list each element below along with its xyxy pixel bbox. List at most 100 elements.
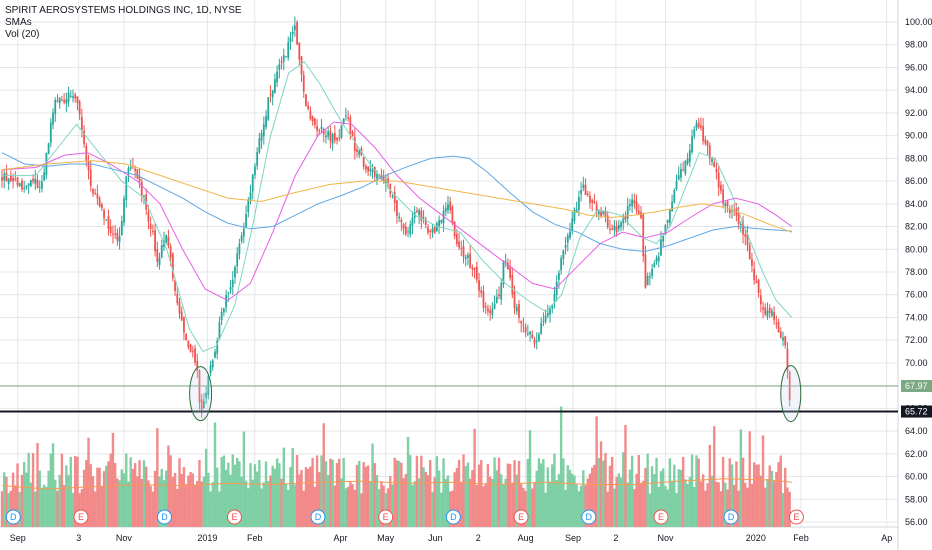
- candle-body: [98, 197, 101, 207]
- volume-bar: [495, 470, 498, 527]
- candle-body: [147, 212, 150, 222]
- low-highlight-ellipse[interactable]: [780, 365, 802, 423]
- candle-body: [262, 124, 265, 137]
- candle-body: [116, 232, 119, 241]
- volume-bar: [202, 476, 206, 527]
- candle-body: [300, 56, 303, 75]
- y-tick-label: 78.00: [905, 267, 928, 277]
- volume-bar: [477, 464, 481, 527]
- candle-body: [668, 209, 671, 223]
- volume-bar: [475, 484, 479, 527]
- candle-body: [267, 97, 270, 120]
- candle-body: [464, 256, 467, 259]
- sma-line-4[interactable]: [1, 160, 793, 233]
- event-marker-circle: [581, 509, 597, 525]
- y-tick-label: 76.00: [905, 290, 928, 300]
- candle-body: [176, 293, 179, 304]
- indicator-smas-label[interactable]: SMAs: [5, 17, 32, 28]
- y-tick-label: 98.00: [905, 40, 928, 50]
- candle-body: [664, 225, 667, 235]
- candle-body: [282, 55, 285, 62]
- volume-bar: [557, 474, 561, 527]
- volume-bar: [287, 489, 290, 527]
- x-tick-label: Feb: [247, 533, 263, 543]
- volume-bar: [724, 482, 727, 527]
- volume-bar: [20, 474, 24, 527]
- candle-body: [604, 210, 607, 218]
- volume-bar: [400, 462, 403, 527]
- volume-bar: [118, 480, 121, 527]
- candle-body: [191, 351, 194, 353]
- low-highlight-ellipse[interactable]: [189, 366, 213, 422]
- volume-bar: [255, 471, 259, 527]
- volume-bar: [40, 487, 44, 527]
- volume-bar: [267, 480, 270, 527]
- candle-body: [775, 323, 778, 325]
- volume-bar: [508, 463, 512, 527]
- candle-body: [620, 222, 622, 228]
- dividend-marker[interactable]: D: [723, 509, 739, 525]
- sma-line-1[interactable]: [2, 61, 793, 353]
- candle-body: [242, 228, 245, 237]
- volume-bar: [167, 445, 170, 527]
- candle-body: [316, 126, 318, 131]
- indicator-volume-label[interactable]: Vol (20): [5, 29, 40, 40]
- dividend-marker[interactable]: D: [445, 509, 461, 525]
- candle-body: [318, 130, 321, 132]
- dividend-marker[interactable]: D: [5, 509, 21, 525]
- candle-body: [194, 348, 196, 363]
- volume-bar: [604, 453, 607, 527]
- volume-bar: [704, 490, 707, 527]
- earnings-marker[interactable]: E: [378, 509, 394, 525]
- earnings-marker[interactable]: E: [513, 509, 529, 525]
- dividend-marker[interactable]: D: [156, 509, 172, 525]
- candle-body: [280, 61, 283, 64]
- dividend-marker[interactable]: D: [310, 509, 326, 525]
- volume-bar: [253, 464, 257, 527]
- volume-bar: [721, 456, 725, 527]
- volume-bar: [322, 423, 325, 527]
- earnings-marker[interactable]: E: [73, 509, 89, 525]
- candle-body: [364, 166, 367, 170]
- candle-body: [562, 250, 565, 259]
- earnings-marker[interactable]: E: [788, 509, 804, 525]
- candle-body: [12, 177, 14, 182]
- candle-body: [329, 130, 332, 142]
- volume-bar: [744, 482, 747, 527]
- volume-bar: [515, 474, 518, 527]
- candle-body: [216, 340, 219, 354]
- volume-bar: [406, 436, 410, 527]
- candle-body: [518, 304, 520, 318]
- volume-bar: [318, 471, 321, 527]
- candle-body: [731, 210, 733, 212]
- volume-bar: [275, 458, 279, 527]
- candle-body: [331, 133, 334, 144]
- volume-bar: [741, 457, 745, 527]
- volume-bar: [460, 481, 463, 527]
- candle-body: [611, 228, 614, 231]
- volume-bar: [559, 406, 563, 527]
- volume-bar: [582, 470, 585, 527]
- volume-bar: [105, 465, 108, 527]
- candle-body: [637, 210, 640, 214]
- volume-bar: [397, 460, 401, 527]
- volume-bar: [577, 491, 581, 527]
- sma-line-3[interactable]: [1, 152, 792, 253]
- candle-body: [602, 211, 605, 214]
- x-tick-label: Aug: [518, 533, 534, 543]
- earnings-marker[interactable]: E: [226, 509, 242, 525]
- candle-body: [353, 136, 356, 152]
- candle-body: [726, 201, 729, 207]
- volume-bar: [338, 458, 341, 527]
- candle-body: [782, 337, 784, 341]
- dividend-marker[interactable]: D: [581, 509, 597, 525]
- candle-body: [728, 209, 731, 213]
- volume-bar: [531, 488, 534, 527]
- earnings-marker[interactable]: E: [653, 509, 669, 525]
- volume-bar: [158, 476, 161, 527]
- volume-bar: [100, 486, 104, 527]
- candle-body: [382, 176, 385, 181]
- candle-body: [755, 281, 758, 284]
- sma-line-2[interactable]: [1, 121, 793, 301]
